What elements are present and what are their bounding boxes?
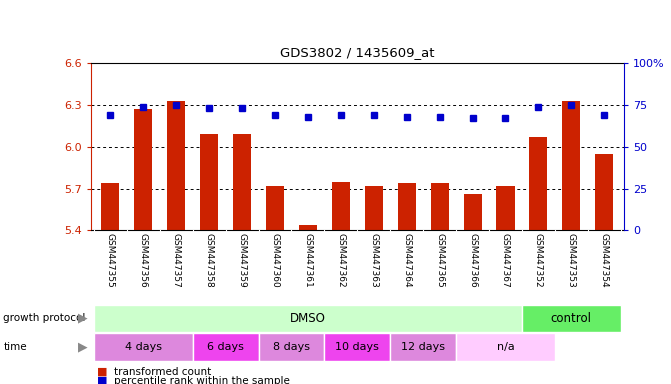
Bar bbox=[431, 183, 449, 230]
Text: time: time bbox=[3, 342, 27, 352]
Text: GSM447361: GSM447361 bbox=[303, 233, 313, 287]
Bar bbox=[331, 182, 350, 230]
Bar bbox=[299, 225, 317, 230]
Bar bbox=[193, 333, 258, 361]
Bar bbox=[266, 186, 284, 230]
Text: 10 days: 10 days bbox=[336, 342, 379, 352]
Bar bbox=[365, 186, 383, 230]
Text: ■: ■ bbox=[97, 376, 108, 384]
Text: n/a: n/a bbox=[497, 342, 515, 352]
Bar bbox=[134, 109, 152, 230]
Text: control: control bbox=[551, 312, 592, 325]
Text: percentile rank within the sample: percentile rank within the sample bbox=[114, 376, 290, 384]
Text: GSM447357: GSM447357 bbox=[172, 233, 180, 287]
Text: ▶: ▶ bbox=[78, 341, 87, 354]
Text: GSM447362: GSM447362 bbox=[336, 233, 346, 287]
Text: 8 days: 8 days bbox=[273, 342, 310, 352]
Bar bbox=[101, 183, 119, 230]
Text: GSM447352: GSM447352 bbox=[534, 233, 543, 287]
Text: GSM447365: GSM447365 bbox=[435, 233, 444, 287]
Text: growth protocol: growth protocol bbox=[3, 313, 86, 323]
Text: GDS3802 / 1435609_at: GDS3802 / 1435609_at bbox=[280, 46, 435, 60]
Bar bbox=[324, 333, 391, 361]
Text: transformed count: transformed count bbox=[114, 367, 211, 377]
Text: 12 days: 12 days bbox=[401, 342, 445, 352]
Text: GSM447363: GSM447363 bbox=[369, 233, 378, 287]
Bar bbox=[391, 333, 456, 361]
Text: GSM447360: GSM447360 bbox=[270, 233, 280, 287]
Text: GSM447364: GSM447364 bbox=[402, 233, 411, 287]
Text: 4 days: 4 days bbox=[125, 342, 162, 352]
Bar bbox=[258, 333, 324, 361]
Bar bbox=[398, 183, 416, 230]
Bar bbox=[94, 333, 193, 361]
Text: ■: ■ bbox=[97, 367, 108, 377]
Text: GSM447358: GSM447358 bbox=[205, 233, 213, 287]
Bar bbox=[497, 186, 515, 230]
Text: GSM447354: GSM447354 bbox=[600, 233, 609, 287]
Text: GSM447353: GSM447353 bbox=[567, 233, 576, 287]
Bar bbox=[562, 101, 580, 230]
Text: GSM447359: GSM447359 bbox=[238, 233, 246, 287]
Bar bbox=[94, 305, 522, 332]
Text: GSM447367: GSM447367 bbox=[501, 233, 510, 287]
Bar bbox=[200, 134, 218, 230]
Text: 6 days: 6 days bbox=[207, 342, 244, 352]
Bar bbox=[456, 333, 555, 361]
Bar bbox=[522, 305, 621, 332]
Bar bbox=[595, 154, 613, 230]
Text: GSM447356: GSM447356 bbox=[139, 233, 148, 287]
Text: ▶: ▶ bbox=[78, 312, 87, 325]
Text: GSM447355: GSM447355 bbox=[106, 233, 115, 287]
Bar bbox=[233, 134, 251, 230]
Text: DMSO: DMSO bbox=[290, 312, 326, 325]
Bar bbox=[167, 101, 185, 230]
Text: GSM447366: GSM447366 bbox=[468, 233, 477, 287]
Bar bbox=[529, 137, 548, 230]
Bar bbox=[464, 194, 482, 230]
